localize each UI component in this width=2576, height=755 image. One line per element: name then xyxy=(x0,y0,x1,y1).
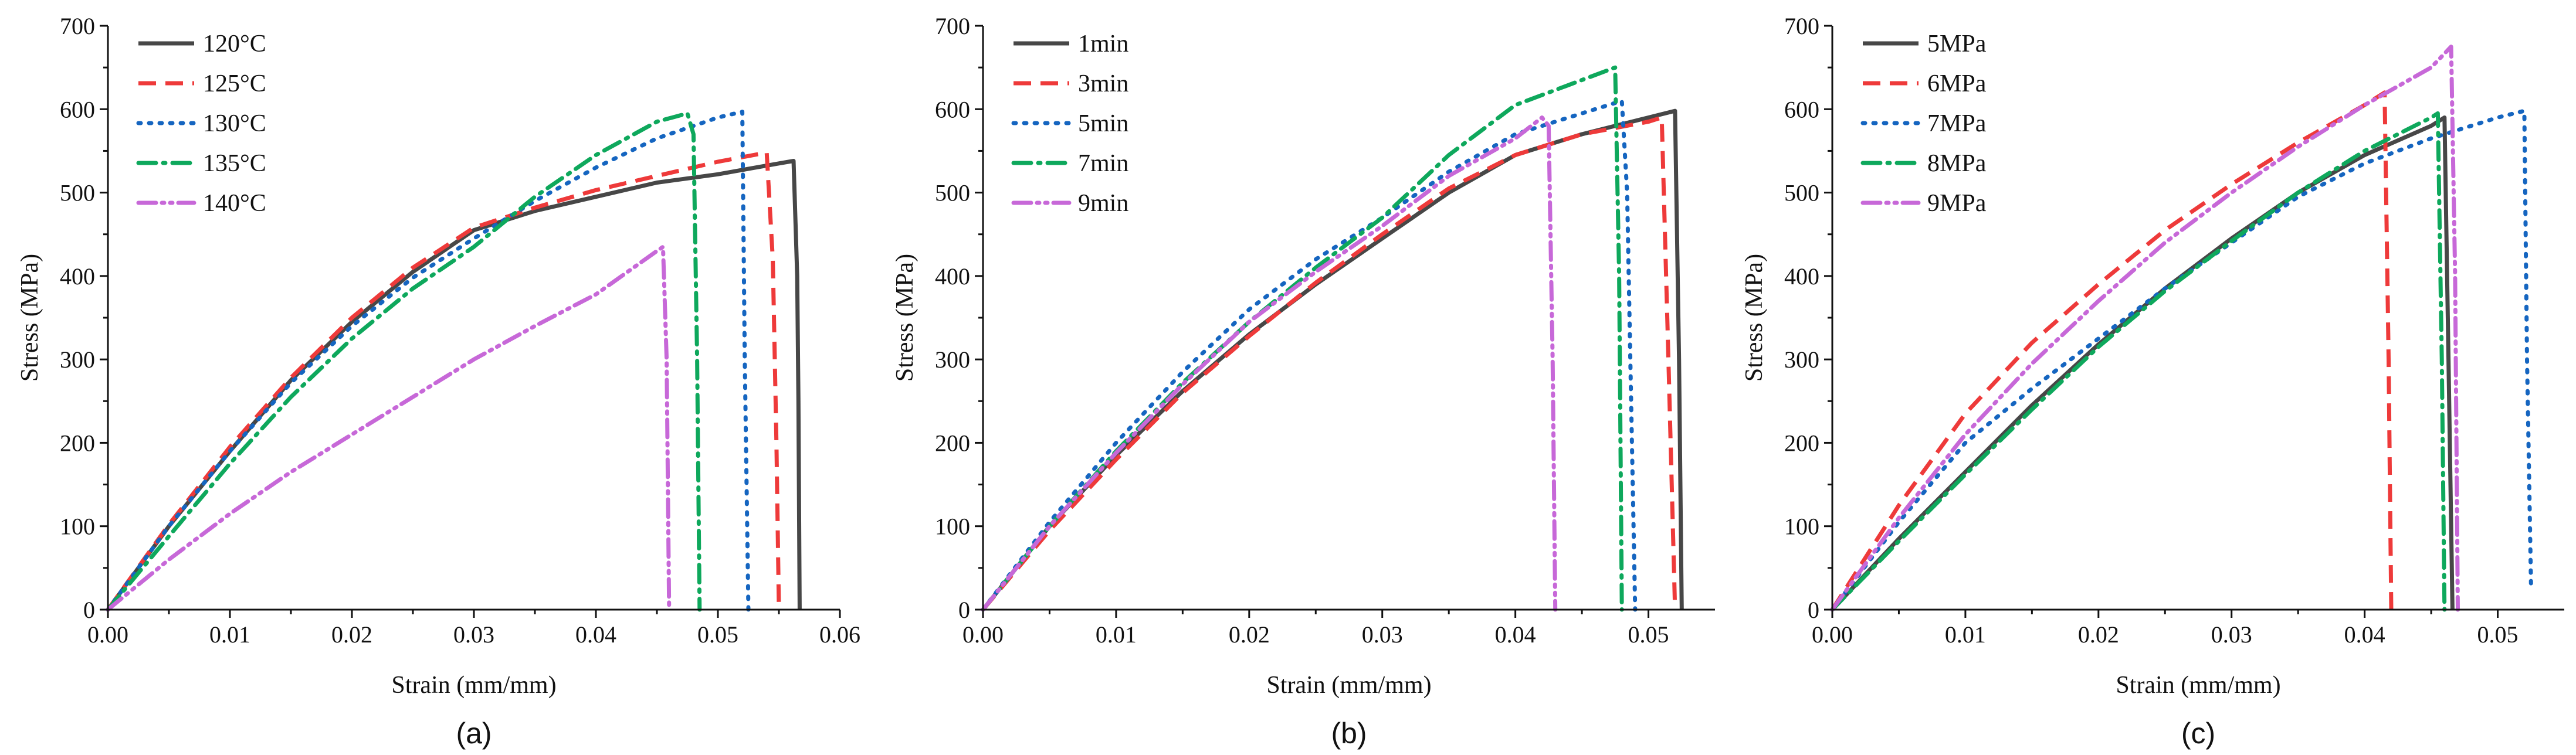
y-tick-label: 700 xyxy=(1784,13,1819,39)
x-tick-label: 0.05 xyxy=(697,621,738,648)
x-tick-label: 0.03 xyxy=(2211,621,2252,648)
chart-panel-2: 0.00 0.01 0.02 0.03 0.04 0.05 0 100 200 300 400 500… xyxy=(892,13,1715,750)
series-line-2-4 xyxy=(983,67,1622,610)
y-tick-label: 400 xyxy=(935,263,970,290)
x-tick-label: 0.02 xyxy=(2078,621,2119,648)
x-tick-label: 0.04 xyxy=(1495,621,1536,648)
panel-label: (c) xyxy=(2181,717,2215,750)
x-tick-label: 0.03 xyxy=(453,621,494,648)
legend-entry: 120°C xyxy=(203,30,266,57)
y-tick-label: 0 xyxy=(958,597,970,623)
y-axis-label: Stress (MPa) xyxy=(16,254,43,382)
legend-entry: 5min xyxy=(1078,110,1128,137)
legend-entry: 140°C xyxy=(203,190,266,217)
x-tick-label: 0.03 xyxy=(1362,621,1403,648)
x-tick-label: 0.01 xyxy=(1945,621,1986,648)
y-tick-label: 200 xyxy=(60,430,95,456)
x-tick-label: 0.06 xyxy=(819,621,860,648)
y-tick-label: 300 xyxy=(1784,346,1819,373)
y-tick-label: 700 xyxy=(935,13,970,39)
y-tick-label: 500 xyxy=(935,180,970,206)
y-tick-label: 400 xyxy=(60,263,95,290)
x-axis-label: Strain (mm/mm) xyxy=(1266,672,1431,699)
series-line-2-5 xyxy=(983,118,1555,610)
y-tick-label: 100 xyxy=(935,513,970,540)
y-tick-label: 600 xyxy=(935,96,970,123)
y-tick-label: 600 xyxy=(1784,96,1819,123)
legend-entry: 3min xyxy=(1078,70,1128,97)
x-tick-label: 0.04 xyxy=(575,621,616,648)
series-line-3-2 xyxy=(1832,93,2391,610)
chart-panel-3: 0.00 0.01 0.02 0.03 0.04 0.05 0 100 200 300 400 500… xyxy=(1741,13,2564,750)
series-line-3-3 xyxy=(1832,111,2531,610)
y-tick-label: 600 xyxy=(60,96,95,123)
legend-entry: 6MPa xyxy=(1927,70,1987,97)
legend-entry: 9min xyxy=(1078,190,1128,217)
legend: 1min 3min 5min 7min 9min xyxy=(1014,30,1128,217)
series-line-3-5 xyxy=(1832,47,2458,610)
x-tick-label: 0.02 xyxy=(1229,621,1270,648)
y-tick-label: 100 xyxy=(60,513,95,540)
y-tick-label: 0 xyxy=(1808,597,1819,623)
series-line-1-2 xyxy=(108,152,779,610)
legend-entry: 1min xyxy=(1078,30,1128,57)
panel-label: (a) xyxy=(456,717,492,750)
legend-entry: 135°C xyxy=(203,150,266,177)
series-line-2-3 xyxy=(983,101,1635,610)
x-tick-label: 0.00 xyxy=(87,621,128,648)
x-tick-label: 0.01 xyxy=(209,621,250,648)
x-tick-label: 0.05 xyxy=(2477,621,2519,648)
legend-entry: 7min xyxy=(1078,150,1128,177)
series-line-2-1 xyxy=(983,111,1682,610)
series-line-3-4 xyxy=(1832,113,2445,610)
chart-panel-1: 0.00 0.01 0.02 0.03 0.04 0.05 0.06 0 100 200 300 40… xyxy=(16,13,860,750)
y-tick-label: 400 xyxy=(1784,263,1819,290)
series-line-3-1 xyxy=(1832,118,2452,610)
series-line-1-5 xyxy=(108,247,669,610)
legend: 5MPa 6MPa 7MPa 8MPa 9MPa xyxy=(1863,30,1987,217)
y-tick-label: 700 xyxy=(60,13,95,39)
x-tick-label: 0.00 xyxy=(1812,621,1853,648)
y-tick-label: 0 xyxy=(83,597,95,623)
panel-label: (b) xyxy=(1331,717,1367,750)
y-axis-label: Stress (MPa) xyxy=(1741,254,1768,382)
legend-entry: 8MPa xyxy=(1927,150,1987,177)
y-tick-label: 500 xyxy=(1784,180,1819,206)
x-tick-label: 0.05 xyxy=(1628,621,1669,648)
y-tick-label: 500 xyxy=(60,180,95,206)
x-tick-label: 0.00 xyxy=(962,621,1004,648)
x-tick-label: 0.04 xyxy=(2344,621,2385,648)
legend-entry: 130°C xyxy=(203,110,266,137)
figure: 0.00 0.01 0.02 0.03 0.04 0.05 0.06 0 100 200 300 40… xyxy=(0,0,2576,755)
legend: 120°C 125°C 130°C 135°C 140°C xyxy=(138,30,266,217)
legend-entry: 9MPa xyxy=(1927,190,1987,217)
x-tick-label: 0.02 xyxy=(331,621,372,648)
x-axis-label: Strain (mm/mm) xyxy=(391,672,556,699)
y-tick-label: 200 xyxy=(1784,430,1819,456)
x-axis-label: Strain (mm/mm) xyxy=(2116,672,2280,699)
y-tick-label: 300 xyxy=(60,346,95,373)
legend-entry: 7MPa xyxy=(1927,110,1987,137)
x-tick-label: 0.01 xyxy=(1096,621,1137,648)
y-tick-label: 300 xyxy=(935,346,970,373)
y-axis-label: Stress (MPa) xyxy=(892,254,918,382)
y-tick-label: 100 xyxy=(1784,513,1819,540)
y-tick-label: 200 xyxy=(935,430,970,456)
legend-entry: 5MPa xyxy=(1927,30,1987,57)
legend-entry: 125°C xyxy=(203,70,266,97)
